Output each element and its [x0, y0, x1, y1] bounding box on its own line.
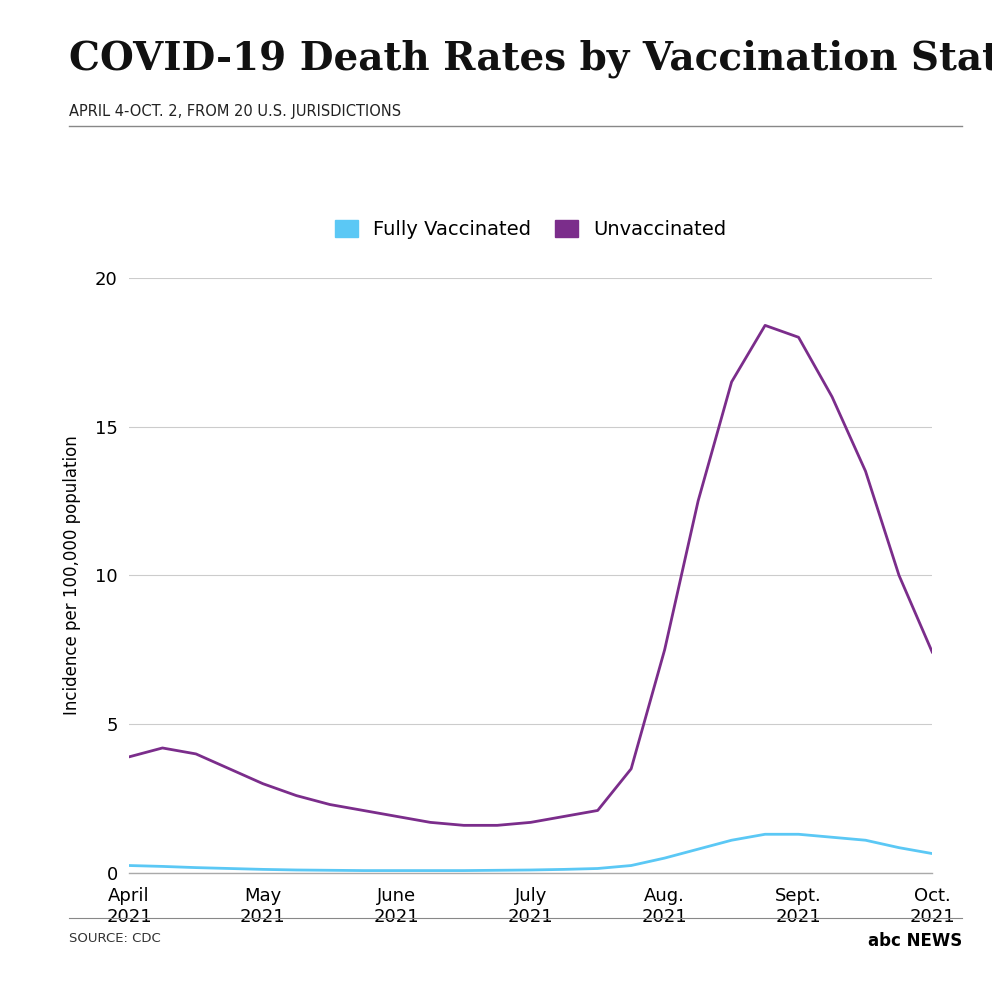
- Legend: Fully Vaccinated, Unvaccinated: Fully Vaccinated, Unvaccinated: [324, 210, 737, 249]
- Y-axis label: Incidence per 100,000 population: Incidence per 100,000 population: [63, 435, 81, 715]
- Text: abc NEWS: abc NEWS: [868, 932, 962, 950]
- Text: APRIL 4-OCT. 2, FROM 20 U.S. JURISDICTIONS: APRIL 4-OCT. 2, FROM 20 U.S. JURISDICTIO…: [69, 104, 402, 119]
- Text: SOURCE: CDC: SOURCE: CDC: [69, 932, 161, 945]
- Text: COVID-19 Death Rates by Vaccination Status: COVID-19 Death Rates by Vaccination Stat…: [69, 40, 992, 78]
